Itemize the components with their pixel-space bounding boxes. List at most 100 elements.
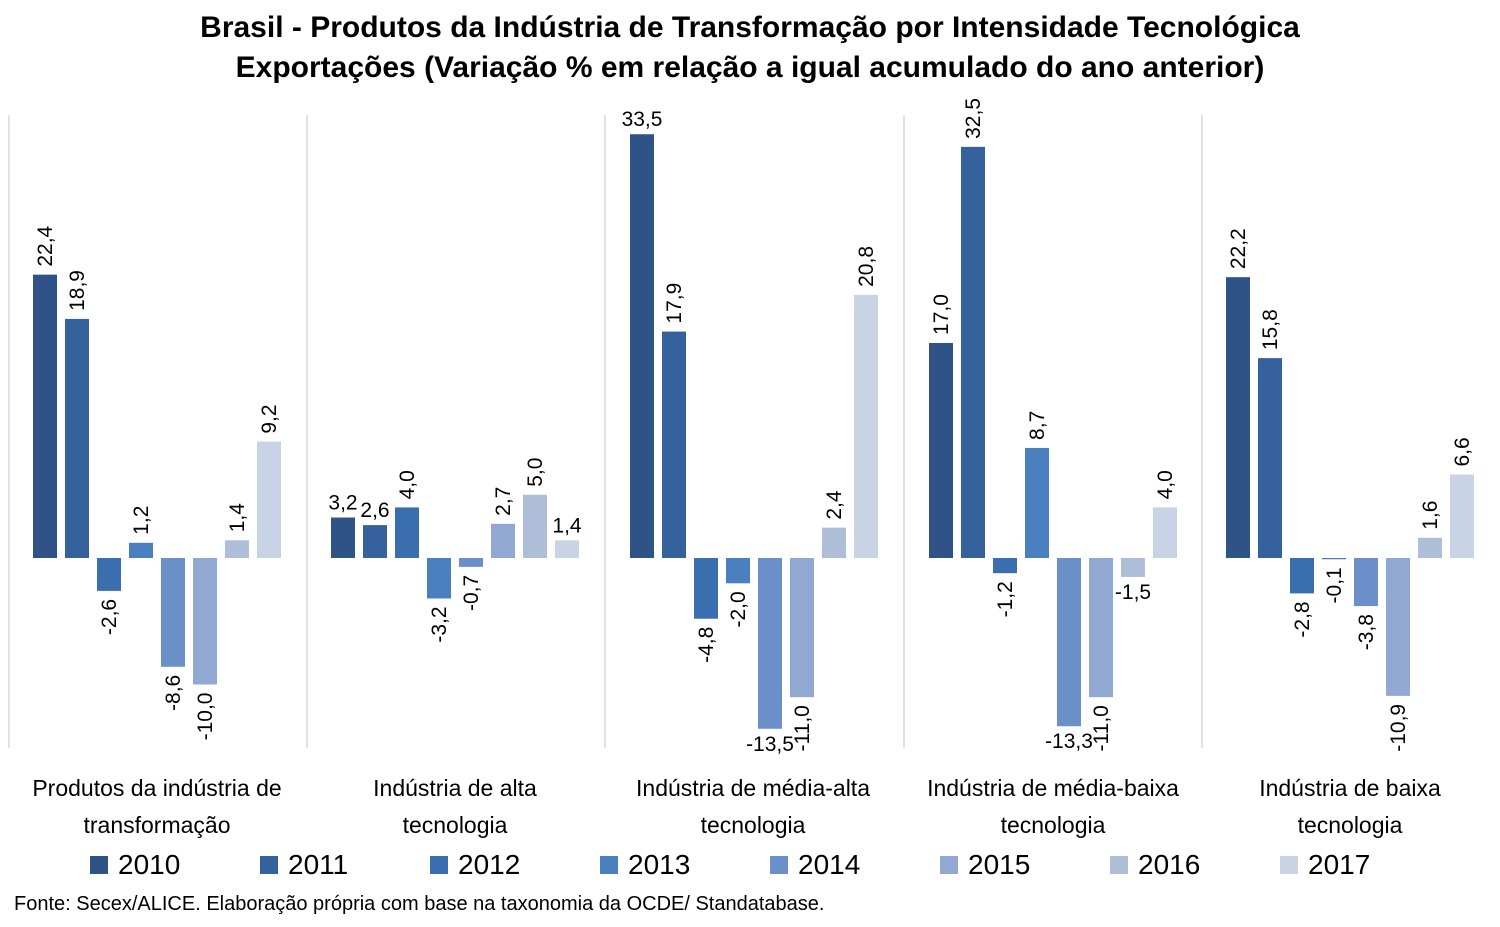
chart-title-line2: Exportações (Variação % em relação a igu… [235,51,1265,84]
legend-label: 2014 [798,849,861,880]
source-note: Fonte: Secex/ALICE. Elaboração própria c… [14,893,825,915]
data-label: 15,8 [1259,309,1282,350]
bar [193,558,217,685]
bar [129,542,153,558]
legend-item: 2015 [940,849,1110,881]
category-label: Indústria de baixa [1259,775,1441,801]
data-label: 1,4 [552,514,582,537]
bar [694,558,718,619]
data-label: 6,6 [1451,437,1474,466]
chart-title: Brasil - Produtos da Indústria de Transf… [0,8,1500,88]
bar [523,494,547,558]
legend-item: 2013 [600,849,770,881]
legend-swatch [600,856,618,874]
legend-item: 2014 [770,849,940,881]
data-label: 4,0 [396,470,419,499]
legend-item: 2012 [430,849,600,881]
category-label: tecnologia [1298,812,1403,838]
data-label: 22,4 [34,225,57,266]
bar [1322,558,1346,560]
data-label: 3,2 [328,492,357,515]
bar [225,540,249,558]
bar [33,274,57,558]
legend-swatch [1280,856,1298,874]
bar [491,523,515,558]
data-label: 33,5 [622,108,663,131]
group-separators [8,115,1203,748]
bar [662,331,686,558]
legend: 2010 2011 2012 2013 2014 2015 2016 2017 [90,846,1450,884]
data-label: -10,0 [194,693,217,741]
data-label: 4,0 [1154,470,1177,499]
legend-item: 2011 [260,849,430,881]
legend-label: 2015 [968,849,1031,880]
bar [961,146,985,558]
data-label: -1,2 [994,581,1017,617]
category-label: transformação [83,812,230,838]
data-label: -2,6 [98,599,121,635]
bar [1258,358,1282,558]
legend-label: 2017 [1308,849,1371,880]
legend-swatch [90,856,108,874]
data-label: -10,9 [1387,704,1410,752]
data-label: 22,2 [1227,228,1250,269]
legend-label: 2013 [628,849,691,880]
bar [929,342,953,558]
bar [1354,558,1378,607]
legend-swatch [430,856,448,874]
data-label: -0,1 [1323,567,1346,603]
legend-item: 2017 [1280,849,1450,881]
data-label: -4,8 [695,627,718,663]
bar [854,294,878,558]
data-label: -2,8 [1291,601,1314,637]
bar [65,318,89,558]
legend-label: 2012 [458,849,521,880]
legend-swatch [260,856,278,874]
bars [33,134,1474,729]
data-label: -11,0 [791,705,814,751]
bar [1226,277,1250,558]
legend-label: 2011 [288,849,349,880]
data-label: -0,7 [460,575,483,611]
bar [1153,507,1177,558]
data-label: -3,2 [428,606,451,642]
bar [427,558,451,599]
bar [331,517,355,558]
data-label: 2,4 [823,490,846,520]
data-label: 17,0 [930,294,953,335]
data-label: -11,0 [1090,705,1113,751]
bar [97,558,121,591]
data-label: -13,3 [1045,730,1093,753]
legend-item: 2010 [90,849,260,881]
legend-label: 2016 [1138,849,1201,880]
bar [395,507,419,558]
bar [630,134,654,558]
legend-swatch [770,856,788,874]
category-label: Produtos da indústria de [32,775,281,801]
bar [1121,558,1145,577]
data-label: 18,9 [66,270,89,311]
data-label: -3,8 [1355,614,1378,650]
bar [1025,447,1049,558]
bar [1418,537,1442,558]
category-label: Indústria de alta [373,775,537,801]
bar [790,558,814,698]
bar [993,558,1017,574]
legend-label: 2010 [118,849,181,880]
category-label: tecnologia [1001,812,1106,838]
data-label: 20,8 [855,246,878,287]
bar [822,527,846,558]
category-label: tecnologia [403,812,508,838]
data-label: 5,0 [524,458,547,487]
bar [1089,558,1113,698]
data-label: 8,7 [1026,411,1049,440]
legend-item: 2016 [1110,849,1280,881]
data-label: -2,0 [727,591,750,627]
category-label: tecnologia [701,812,806,838]
data-label: 1,2 [130,506,153,535]
data-label: 9,2 [258,404,281,433]
data-label: 2,7 [492,487,515,516]
legend-swatch [1110,856,1128,874]
bar [257,441,281,558]
